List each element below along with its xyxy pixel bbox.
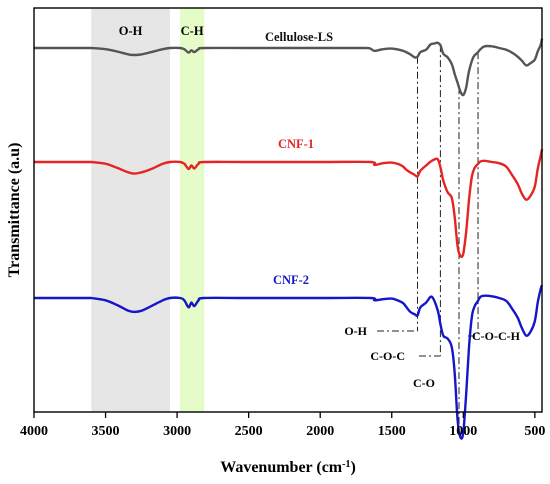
x-tick-label-2: 3000 [163,424,191,439]
band-label-1: C-H [181,24,204,38]
x-axis-ticks: 4000 3500 3000 2500 2000 1500 1000 500 [20,412,545,439]
peak-label-0: O-H [344,324,367,338]
x-tick-label-4: 2000 [306,424,334,439]
series-label-2: CNF-2 [273,273,309,287]
plot-frame [33,7,543,413]
peak-label-3: C-O-C-H [472,329,521,343]
x-tick-label-7: 500 [524,424,545,439]
x-tick-label-5: 1500 [378,424,406,439]
band-region-0 [91,8,170,412]
x-tick-label-0: 4000 [20,424,48,439]
series-line-1 [34,148,544,259]
band-region-1 [179,8,205,412]
series-line-2 [34,284,544,440]
series-label-1: CNF-1 [278,137,314,151]
x-tick-label-3: 2500 [235,424,263,439]
x-axis-title: Wavenumber (cm-1) [220,459,356,477]
series-line-0 [34,38,544,97]
x-tick-label-1: 3500 [92,424,120,439]
peak-guide-lines: O-HC-O-C C-O C-O-C-H [344,45,521,429]
band-label-0: O-H [119,24,143,38]
series-label-0: Cellulose-LS [265,30,333,44]
x-tick-label-6: 1000 [449,424,477,439]
band-regions: O-H C-H [91,8,205,412]
spectra: Cellulose-LS CNF-1 CNF-2 [34,30,544,440]
peak-label-1: C-O-C [370,349,405,363]
y-axis-title: Transmittance (a.u) [6,143,23,278]
peak-label-2: C-O [413,376,435,390]
